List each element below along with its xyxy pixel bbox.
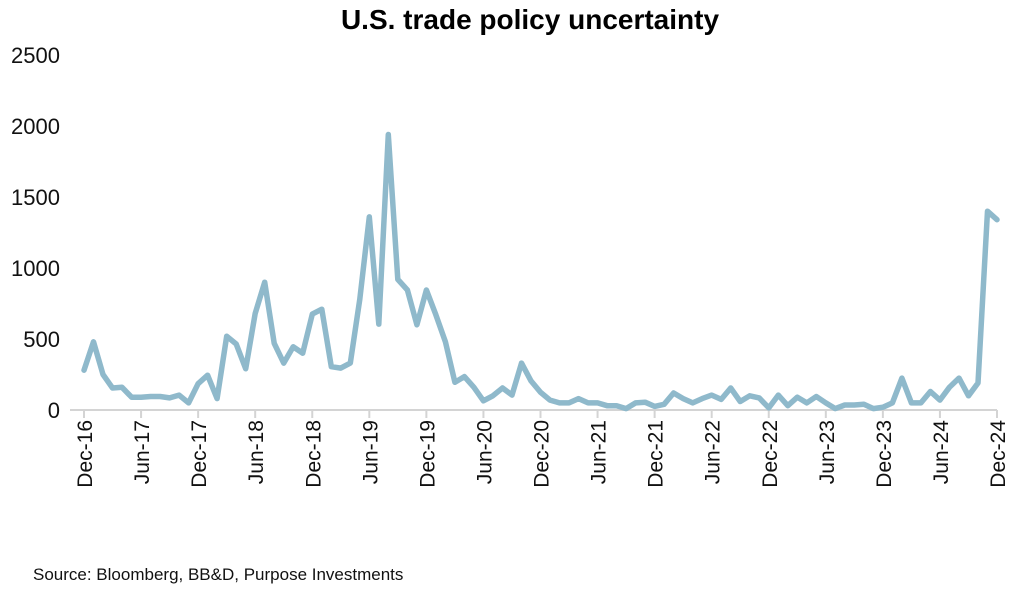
chart-title: U.S. trade policy uncertainty: [340, 4, 720, 35]
source-note: Source: Bloomberg, BB&D, Purpose Investm…: [33, 565, 404, 584]
x-tick-label: Jun-21: [588, 420, 611, 484]
y-tick-label: 0: [48, 398, 60, 423]
x-tick-label: Dec-20: [531, 420, 554, 488]
x-tick-label: Jun-18: [245, 420, 268, 484]
y-tick-label: 1500: [11, 185, 60, 210]
y-tick-label: 2000: [11, 114, 60, 139]
y-tick-label: 500: [23, 327, 60, 352]
y-tick-label: 2500: [11, 43, 60, 68]
x-tick-label: Dec-17: [188, 420, 211, 488]
x-tick-label: Dec-22: [759, 420, 782, 488]
y-tick-label: 1000: [11, 256, 60, 281]
x-tick-label: Jun-19: [359, 420, 382, 484]
x-tick-label: Dec-24: [987, 420, 1010, 488]
x-tick-label: Dec-23: [873, 420, 896, 488]
x-tick-label: Dec-18: [302, 420, 325, 488]
series-line: [81, 131, 1000, 412]
x-tick-label: Jun-17: [131, 420, 154, 484]
x-tick-label: Jun-24: [930, 420, 953, 485]
x-tick-label: Dec-16: [74, 420, 97, 488]
x-tick-label: Jun-20: [473, 420, 496, 484]
x-tick-label: Dec-21: [645, 420, 668, 488]
x-tick-label: Dec-19: [416, 420, 439, 488]
x-tick-label: Jun-22: [702, 420, 725, 484]
x-tick-label: Jun-23: [816, 420, 839, 484]
